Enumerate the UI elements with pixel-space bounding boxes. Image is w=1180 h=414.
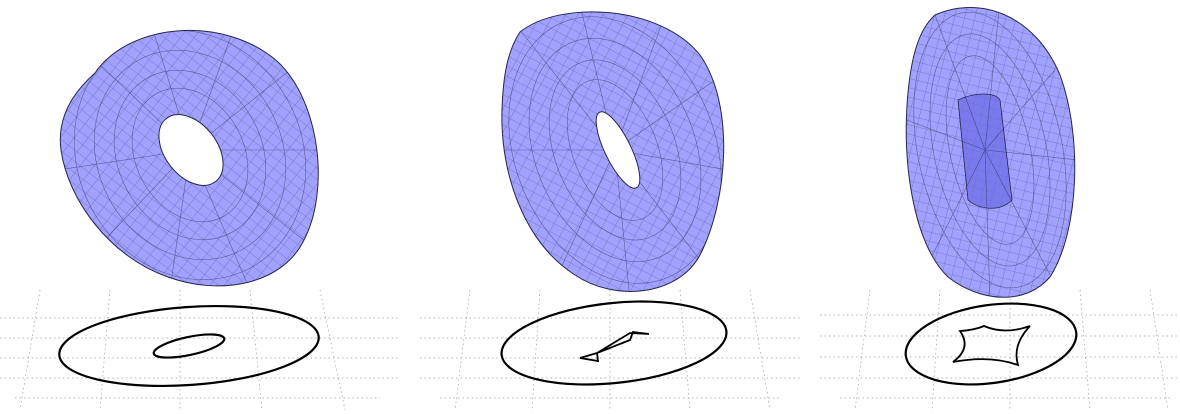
floor-grid-3 <box>820 289 1180 411</box>
projection-2 <box>500 300 728 386</box>
torus-surface-2 <box>501 11 725 292</box>
projection-outer-curve-3 <box>904 302 1078 386</box>
projection-1 <box>58 304 320 388</box>
projection-outer-curve-2 <box>500 300 728 386</box>
torus-hole-2 <box>595 111 641 189</box>
projection-outer-curve-1 <box>58 304 320 388</box>
projection-inner-curve-1 <box>152 333 226 359</box>
floor-grid-2 <box>420 289 800 411</box>
projection-inner-curve-2 <box>579 331 650 363</box>
projection-inner-curve-3 <box>952 325 1031 367</box>
floor-grid-1 <box>0 289 400 411</box>
projection-3 <box>904 302 1078 386</box>
torus-surface-3 <box>905 7 1076 298</box>
torus-surface-1 <box>59 29 319 287</box>
torus-hole-1 <box>158 114 224 186</box>
